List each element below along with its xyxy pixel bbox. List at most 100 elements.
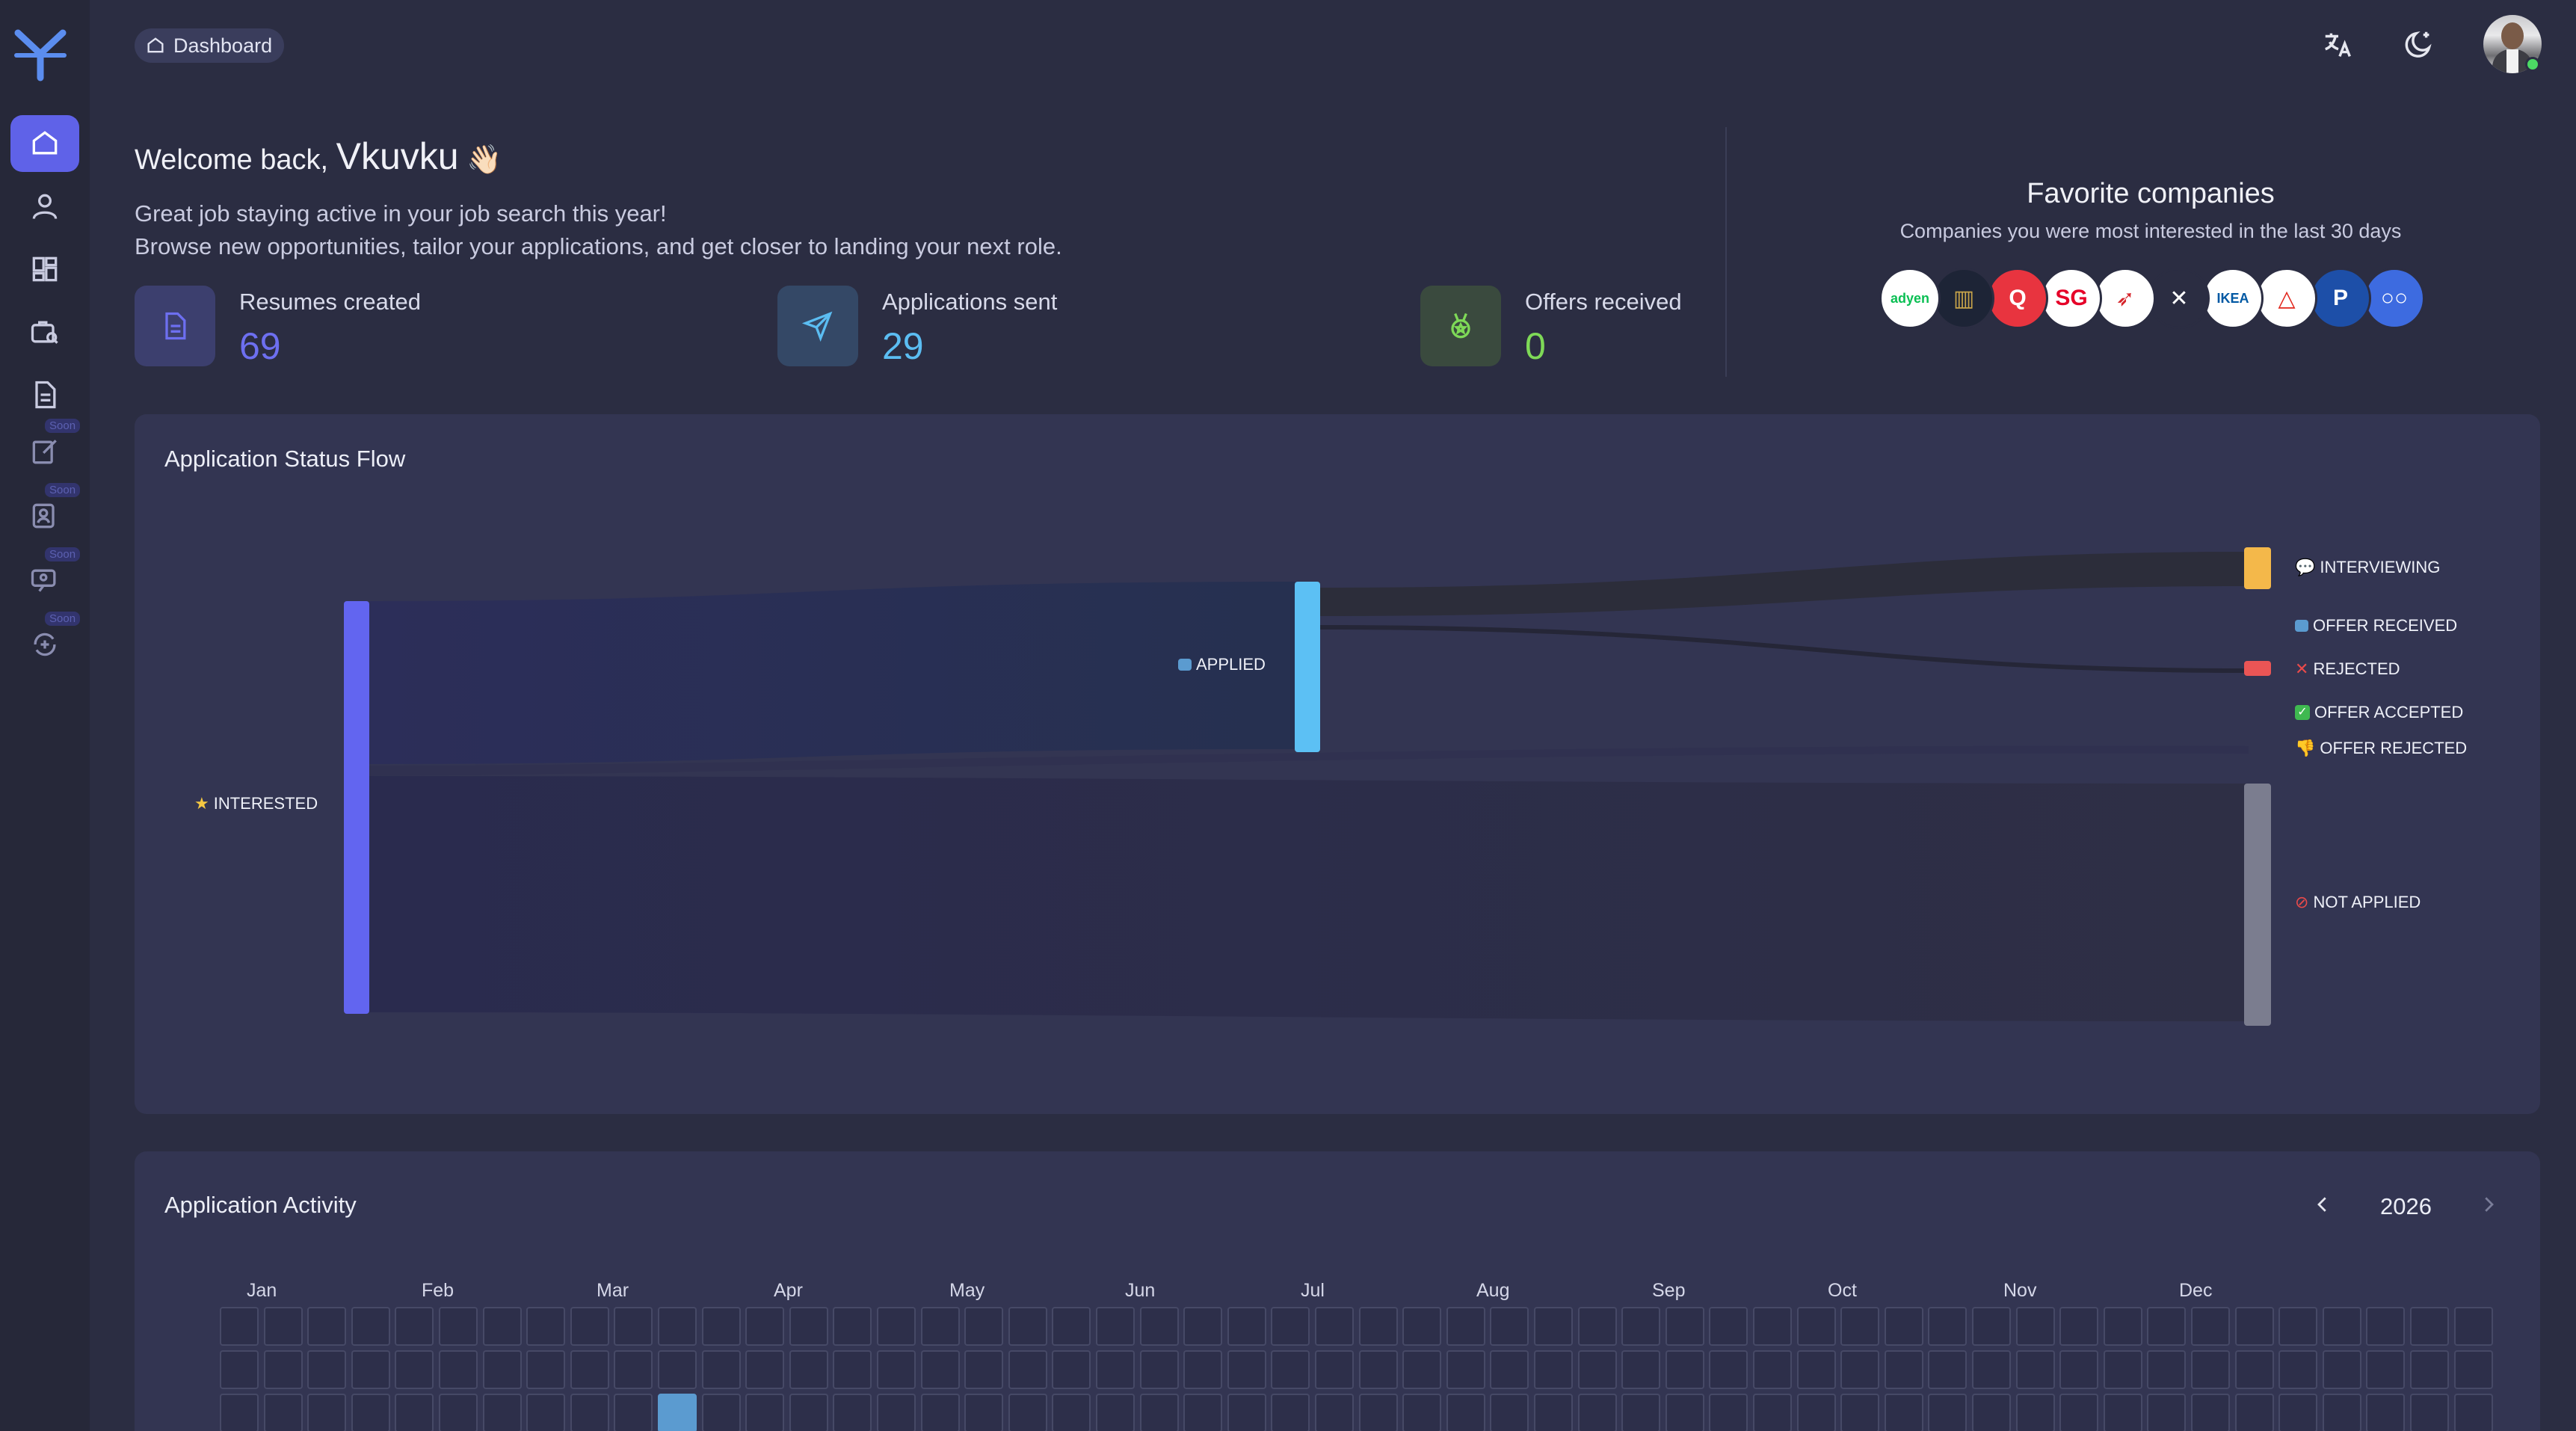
company-logo-p-logo[interactable]: P [2310,268,2371,329]
activity-day-cell[interactable] [1709,1307,1748,1346]
activity-day-cell[interactable] [1534,1307,1573,1346]
company-logo-adyen[interactable]: adyen [1879,268,1941,329]
activity-day-cell[interactable] [920,1394,960,1431]
activity-day-cell[interactable] [2059,1307,2099,1346]
activity-day-cell[interactable] [877,1350,916,1389]
theme-toggle-button[interactable] [2397,22,2441,67]
activity-day-cell[interactable] [1534,1394,1573,1431]
language-button[interactable] [2316,22,2361,67]
activity-day-cell[interactable] [658,1394,697,1431]
activity-day-cell[interactable] [482,1350,522,1389]
activity-day-cell[interactable] [1665,1307,1704,1346]
nav-interview[interactable]: Soon [10,547,81,609]
activity-day-cell[interactable] [2322,1307,2361,1346]
activity-day-cell[interactable] [877,1307,916,1346]
activity-day-cell[interactable] [1753,1307,1792,1346]
activity-day-cell[interactable] [1227,1350,1266,1389]
activity-day-cell[interactable] [2278,1394,2318,1431]
activity-day-cell[interactable] [351,1307,390,1346]
activity-day-cell[interactable] [526,1350,566,1389]
activity-day-cell[interactable] [1402,1394,1442,1431]
activity-day-cell[interactable] [789,1307,828,1346]
activity-day-cell[interactable] [833,1350,872,1389]
activity-day-cell[interactable] [439,1350,478,1389]
activity-day-cell[interactable] [307,1394,347,1431]
activity-day-cell[interactable] [1621,1394,1661,1431]
activity-day-cell[interactable] [2410,1307,2449,1346]
activity-day-cell[interactable] [1928,1350,1968,1389]
activity-day-cell[interactable] [1665,1350,1704,1389]
nav-portfolio[interactable]: Soon [10,483,81,544]
activity-day-cell[interactable] [1139,1350,1179,1389]
activity-day-cell[interactable] [1052,1350,1091,1389]
company-logo-q-logo[interactable]: Q [1987,268,2048,329]
activity-day-cell[interactable] [1052,1394,1091,1431]
activity-day-cell[interactable] [1008,1350,1047,1389]
activity-day-cell[interactable] [263,1394,303,1431]
activity-day-cell[interactable] [2147,1394,2187,1431]
activity-day-cell[interactable] [2453,1350,2493,1389]
activity-day-cell[interactable] [1796,1307,1836,1346]
activity-day-cell[interactable] [1884,1394,1923,1431]
activity-day-cell[interactable] [1052,1307,1091,1346]
activity-day-cell[interactable] [2278,1350,2318,1389]
activity-day-cell[interactable] [1621,1350,1661,1389]
company-logo-butterfly[interactable]: ✕ [2148,268,2210,329]
activity-day-cell[interactable] [263,1350,303,1389]
activity-day-cell[interactable] [2059,1350,2099,1389]
activity-day-cell[interactable] [1227,1394,1266,1431]
activity-day-cell[interactable] [1446,1394,1485,1431]
company-logo-trading[interactable]: ▥ [1933,268,1994,329]
activity-day-cell[interactable] [1271,1350,1310,1389]
activity-day-cell[interactable] [1008,1307,1047,1346]
activity-day-cell[interactable] [351,1394,390,1431]
activity-day-cell[interactable] [1796,1350,1836,1389]
activity-day-cell[interactable] [614,1307,653,1346]
activity-day-cell[interactable] [2015,1307,2055,1346]
activity-day-cell[interactable] [482,1394,522,1431]
activity-day-cell[interactable] [2234,1350,2274,1389]
node-rejected[interactable] [2244,661,2271,676]
activity-day-cell[interactable] [263,1307,303,1346]
activity-day-cell[interactable] [1709,1394,1748,1431]
activity-day-cell[interactable] [877,1394,916,1431]
activity-day-cell[interactable] [1840,1394,1880,1431]
activity-day-cell[interactable] [964,1394,1004,1431]
activity-day-cell[interactable] [2410,1394,2449,1431]
activity-day-cell[interactable] [526,1394,566,1431]
activity-day-cell[interactable] [1096,1350,1135,1389]
activity-day-cell[interactable] [1271,1307,1310,1346]
activity-day-cell[interactable] [833,1307,872,1346]
activity-day-cell[interactable] [1227,1307,1266,1346]
activity-day-cell[interactable] [1490,1394,1529,1431]
activity-day-cell[interactable] [1577,1350,1617,1389]
activity-day-cell[interactable] [395,1307,434,1346]
activity-day-cell[interactable] [2453,1307,2493,1346]
activity-day-cell[interactable] [2103,1394,2142,1431]
nav-sync[interactable]: Soon [10,612,81,673]
activity-day-cell[interactable] [1358,1394,1398,1431]
activity-day-cell[interactable] [2453,1394,2493,1431]
activity-day-cell[interactable] [1402,1307,1442,1346]
activity-day-cell[interactable] [658,1350,697,1389]
activity-day-cell[interactable] [1928,1394,1968,1431]
activity-day-cell[interactable] [351,1350,390,1389]
activity-day-cell[interactable] [2366,1307,2406,1346]
activity-day-cell[interactable] [220,1350,259,1389]
activity-day-cell[interactable] [395,1350,434,1389]
activity-day-cell[interactable] [2103,1350,2142,1389]
activity-day-cell[interactable] [833,1394,872,1431]
activity-day-cell[interactable] [1139,1307,1179,1346]
activity-day-cell[interactable] [1972,1350,2011,1389]
activity-day-cell[interactable] [526,1307,566,1346]
nav-resumes[interactable] [10,366,79,423]
activity-day-cell[interactable] [1183,1350,1223,1389]
activity-day-cell[interactable] [2191,1307,2230,1346]
activity-day-cell[interactable] [1271,1394,1310,1431]
activity-day-cell[interactable] [2103,1307,2142,1346]
activity-day-cell[interactable] [1315,1350,1354,1389]
activity-day-cell[interactable] [439,1394,478,1431]
activity-day-cell[interactable] [2015,1394,2055,1431]
activity-day-cell[interactable] [920,1307,960,1346]
activity-day-cell[interactable] [614,1350,653,1389]
